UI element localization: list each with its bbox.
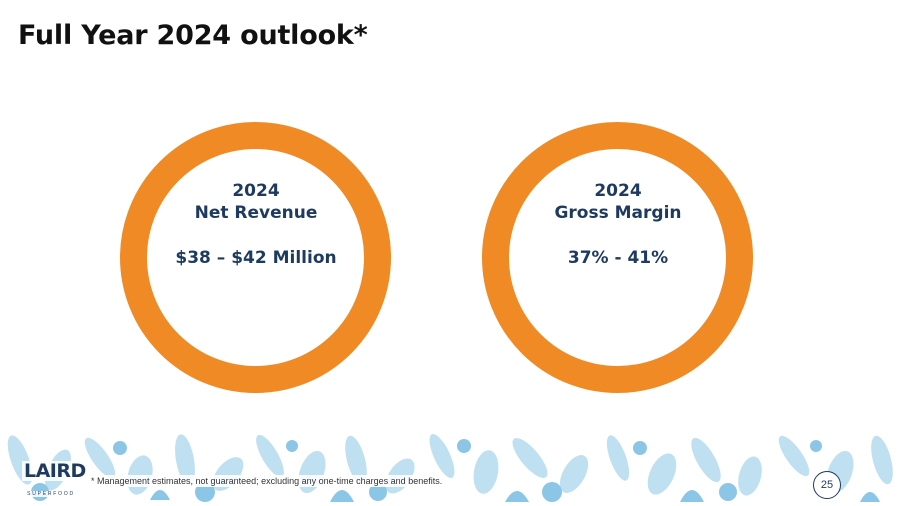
footnote: * Management estimates, not guaranteed; … xyxy=(88,475,446,487)
revenue-year: 2024 xyxy=(232,181,280,201)
page-number: 25 xyxy=(813,471,841,499)
slide-title: Full Year 2024 outlook* xyxy=(18,20,368,51)
margin-label: Gross Margin xyxy=(554,203,682,223)
margin-outlook: 2024 Gross Margin 37% - 41% xyxy=(503,180,733,268)
logo-text: LAIRD xyxy=(22,460,88,482)
margin-year: 2024 xyxy=(594,181,642,201)
revenue-label: Net Revenue xyxy=(194,203,318,223)
margin-value: 37% - 41% xyxy=(567,248,669,268)
laird-logo: LAIRD SUPERFOOD xyxy=(22,461,88,500)
leaf-pattern-icon xyxy=(0,430,900,506)
revenue-outlook: 2024 Net Revenue $38 – $42 Million xyxy=(141,180,371,268)
logo-subtext: SUPERFOOD xyxy=(25,491,77,497)
revenue-value: $38 – $42 Million xyxy=(175,248,337,268)
